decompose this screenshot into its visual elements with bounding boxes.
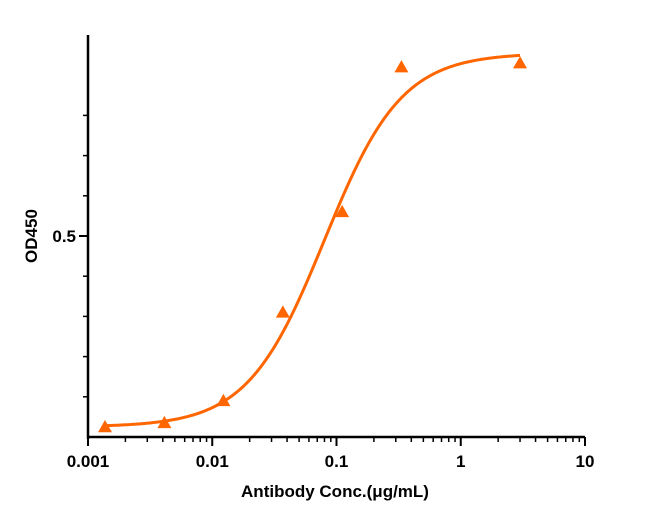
data-point-triangle [394, 60, 409, 73]
fit-curve-layer [104, 53, 521, 428]
data-points-layer [97, 56, 528, 433]
axes: 0.001 0.01 0.1 1 10 0.5 [52, 35, 594, 471]
y-axis-title: OD450 [22, 209, 41, 263]
x-tick-label: 0.001 [67, 452, 110, 471]
data-point-triangle [97, 419, 112, 433]
x-tick-label: 0.01 [196, 452, 229, 471]
fit-curve [104, 53, 521, 428]
data-point-triangle [216, 393, 231, 407]
data-point-triangle [157, 415, 172, 429]
y-tick-label: 0.5 [52, 227, 76, 246]
data-point-triangle [335, 204, 350, 218]
x-tick-label: 0.1 [325, 452, 349, 471]
x-axis-title: Antibody Conc.(μg/mL) [241, 482, 429, 501]
x-tick-label: 1 [456, 452, 465, 471]
data-point-triangle [513, 56, 528, 69]
data-point-triangle [275, 305, 290, 318]
x-tick-label: 10 [576, 452, 595, 471]
